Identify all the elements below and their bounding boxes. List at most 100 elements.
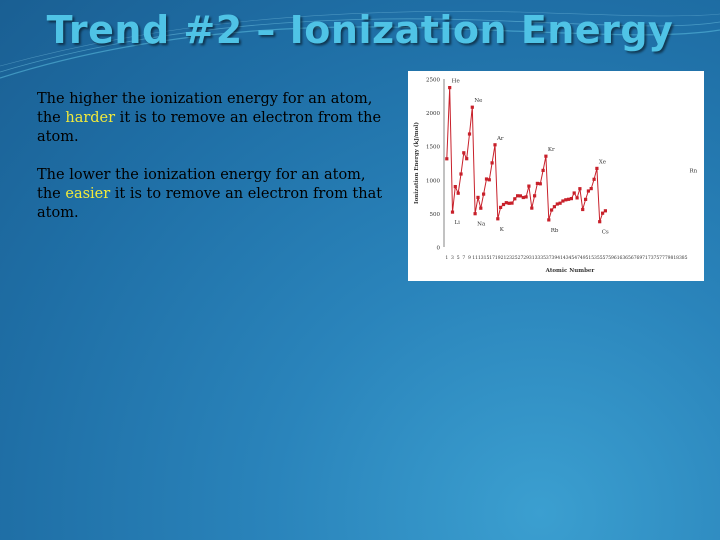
x-tick-label: 23	[506, 255, 512, 261]
data-point	[524, 195, 528, 199]
paragraph-higher: The higher the ionization energy for an …	[37, 90, 387, 147]
data-point	[533, 194, 537, 198]
data-point	[567, 197, 571, 201]
data-point	[530, 206, 534, 210]
data-point	[552, 205, 556, 209]
highlight-easier: easier	[65, 186, 111, 202]
highlight-harder: harder	[65, 110, 116, 126]
x-tick-label: 83	[676, 255, 682, 261]
x-tick-label: 3	[451, 255, 454, 261]
x-axis-label: Atomic Number	[545, 268, 595, 274]
data-point	[589, 187, 593, 191]
element-label: Na	[477, 222, 486, 228]
x-tick-label: 77	[659, 255, 665, 261]
slide-title: Trend #2 – Ionization Energy	[46, 8, 674, 52]
x-tick-label: 43	[563, 255, 569, 261]
data-point	[448, 86, 452, 90]
data-point	[484, 177, 489, 181]
data-point	[467, 132, 472, 136]
data-point	[456, 191, 460, 195]
x-tick-label: 35	[540, 255, 546, 261]
x-tick-label: 9	[468, 255, 471, 261]
element-label: He	[452, 79, 460, 85]
data-point	[501, 202, 506, 207]
data-point	[575, 196, 579, 200]
data-point	[601, 211, 605, 215]
x-tick-label: 37	[546, 255, 552, 261]
y-tick-label: 1000	[426, 178, 440, 184]
x-tick-label: 7	[462, 255, 465, 261]
data-point	[561, 199, 565, 203]
data-point	[564, 198, 568, 202]
x-tick-label: 59	[608, 255, 614, 261]
data-point	[581, 207, 585, 212]
para1-text-end: it is to remove an electron from the ato…	[37, 110, 382, 145]
x-tick-label: 19	[495, 255, 501, 261]
x-tick-label: 55	[597, 255, 603, 261]
y-tick-label: 2500	[426, 78, 440, 84]
x-tick-label: 27	[518, 255, 524, 261]
x-tick-label: 75	[653, 255, 659, 261]
element-label: Kr	[548, 147, 555, 153]
x-tick-label: 31	[529, 255, 535, 261]
data-point	[541, 168, 545, 172]
x-tick-label: 47	[574, 255, 580, 261]
data-point	[521, 195, 525, 200]
x-tick-label: 57	[603, 255, 609, 261]
data-point	[547, 218, 551, 222]
x-tick-label: 39	[552, 255, 558, 261]
data-point	[598, 220, 602, 224]
data-point	[459, 172, 463, 176]
data-point	[473, 212, 477, 216]
element-label: Cs	[602, 230, 609, 236]
data-point	[569, 197, 573, 201]
data-point	[479, 206, 483, 210]
data-point	[538, 182, 542, 186]
x-tick-label: 67	[631, 255, 637, 261]
data-point	[450, 210, 455, 214]
x-tick-label: 25	[512, 255, 518, 261]
data-point	[558, 201, 562, 205]
x-tick-label: 21	[501, 255, 507, 261]
x-tick-label: 41	[557, 255, 563, 261]
element-label: Ar	[496, 136, 504, 142]
y-tick-label: 500	[430, 212, 441, 218]
ionization-energy-chart: 0 500 1000 1500 2000 2500 1 3 5 7 9 11 13 15 17 19 21 23 2…	[408, 71, 704, 281]
data-point	[592, 177, 596, 181]
element-label: Li	[454, 220, 460, 226]
data-point	[555, 202, 559, 206]
data-point	[504, 201, 508, 205]
x-tick-label: 33	[535, 255, 541, 261]
element-label: Xe	[599, 159, 606, 165]
data-point	[510, 201, 514, 205]
data-point	[595, 166, 599, 170]
data-point	[578, 187, 582, 191]
data-point	[465, 157, 469, 161]
x-tick-label: 5	[457, 255, 460, 261]
x-tick-label: 63	[620, 255, 626, 261]
x-tick-label: 79	[665, 255, 671, 261]
element-label: Rn	[690, 168, 698, 174]
data-point	[499, 205, 503, 209]
y-tick-label: 2000	[426, 111, 440, 117]
data-point	[482, 192, 486, 196]
y-axis-label: Ionization Energy (kJ/mol)	[413, 122, 420, 204]
x-tick-label: 29	[523, 255, 529, 261]
x-tick-label: 51	[586, 255, 592, 261]
y-tick-label: 1500	[426, 145, 440, 151]
para1-text: The higher the ionization energy for an …	[37, 91, 373, 126]
data-point	[572, 191, 576, 195]
x-tick-label: 61	[614, 255, 620, 261]
data-point	[476, 195, 480, 199]
x-tick-label: 81	[670, 255, 676, 261]
data-point	[445, 157, 449, 161]
series-line	[446, 87, 606, 222]
data-point	[603, 209, 607, 213]
x-tick-label: 45	[569, 255, 575, 261]
data-point	[507, 201, 511, 205]
paragraph-lower: The lower the ionization energy for an a…	[37, 166, 387, 223]
para2-text: The lower the ionization energy for an a…	[37, 167, 366, 202]
x-tick-label: 13	[478, 255, 484, 261]
y-tick-label: 0	[437, 246, 441, 252]
